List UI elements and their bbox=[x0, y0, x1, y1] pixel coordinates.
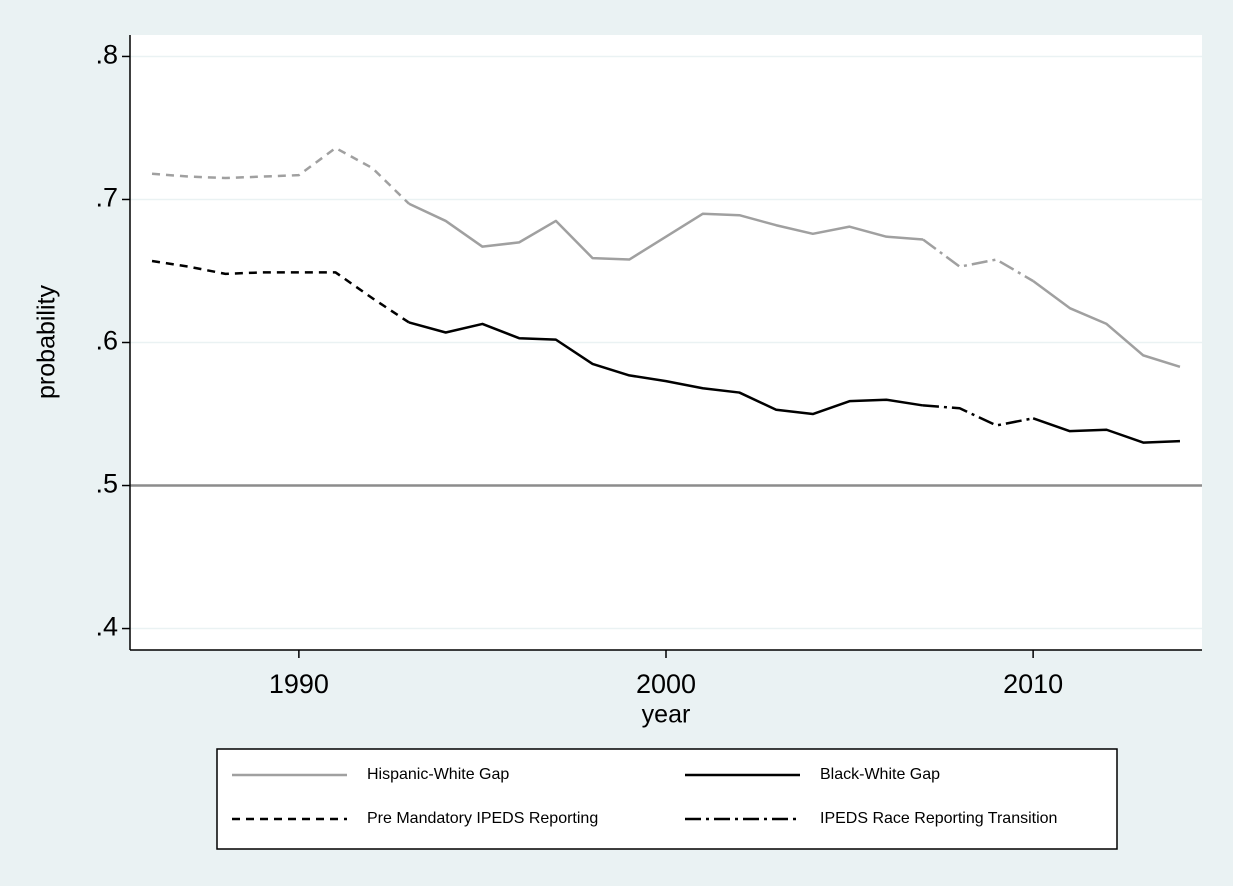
series-line bbox=[1032, 279, 1181, 369]
series-line bbox=[151, 259, 410, 324]
series-line bbox=[151, 146, 410, 205]
legend bbox=[216, 748, 1118, 850]
series-line bbox=[408, 321, 924, 416]
legend-label: IPEDS Race Reporting Transition bbox=[820, 810, 1057, 827]
x-tick-label: 2010 bbox=[1003, 669, 1063, 699]
y-tick-label: .8 bbox=[95, 40, 118, 70]
legend-label: Black-White Gap bbox=[820, 766, 940, 783]
series-line bbox=[922, 238, 1034, 283]
y-tick-label: .5 bbox=[95, 469, 118, 499]
series-line bbox=[922, 404, 1034, 427]
series-line bbox=[1032, 417, 1181, 444]
legend-label: Hispanic-White Gap bbox=[367, 766, 509, 783]
series-line bbox=[408, 202, 924, 261]
y-tick-label: .7 bbox=[95, 183, 118, 213]
x-tick-label: 2000 bbox=[636, 669, 696, 699]
y-tick-label: .6 bbox=[95, 326, 118, 356]
legend-label: Pre Mandatory IPEDS Reporting bbox=[367, 810, 598, 827]
y-axis-title: probability bbox=[33, 285, 61, 399]
x-axis-title: year bbox=[642, 701, 691, 729]
x-tick-label: 1990 bbox=[269, 669, 329, 699]
y-tick-label: .4 bbox=[95, 612, 118, 642]
